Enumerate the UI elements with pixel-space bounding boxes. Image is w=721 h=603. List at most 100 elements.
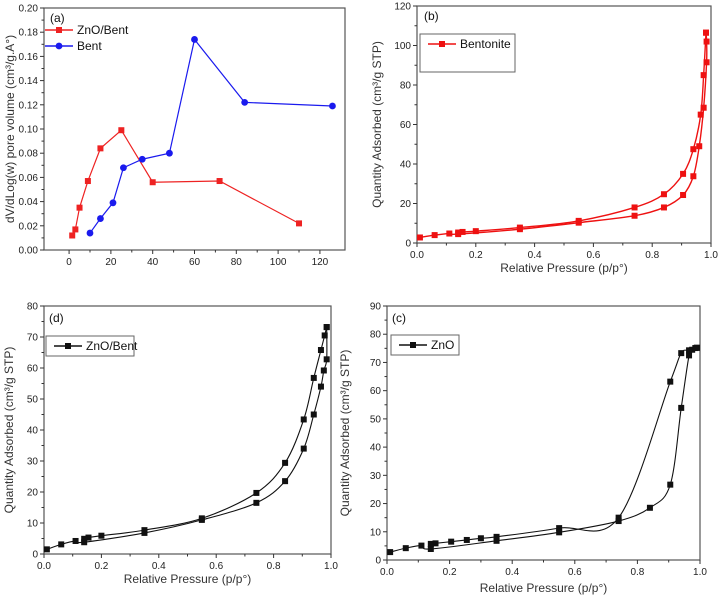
panel-tag: (a) [50,11,65,25]
data-point [323,324,330,331]
legend-marker [55,42,63,50]
series-line [46,327,328,550]
data-point [693,344,700,351]
chart-panel-d: 0.0 0.2 0.4 0.6 0.8 1.0 0 10 20 30 40 50 60 70 80 Relat… [2,302,338,587]
y-tick-label: 0.06 [19,173,39,184]
data-point [149,179,156,186]
legend-entry-label: Bent [77,39,102,53]
x-tick-label: 0.2 [443,567,457,578]
data-point [700,104,707,111]
data-point [667,481,674,488]
data-point [402,545,409,552]
data-point [72,226,79,233]
x-tick-label: 0.0 [410,250,424,261]
data-point [310,374,317,381]
y-tick-label: 10 [27,519,39,530]
data-point [646,504,653,511]
x-tick-label: 0 [66,257,72,268]
data-point [432,540,439,547]
series-line [84,326,328,540]
legend: ZnO/Bent [45,335,138,357]
y-tick-label: 60 [27,364,39,375]
data-point [86,229,94,237]
chart-panel-a: 0 20 40 60 80 100 120 0.00 0.02 0.04 0.06 0.08 0.10 0… [3,4,346,268]
data-point [427,545,434,552]
y-tick-label: 10 [370,527,382,538]
y-tick-label: 0 [375,556,381,567]
panel-tag: (b) [424,9,439,23]
y-tick-label: 30 [370,471,382,482]
data-point [431,232,438,239]
legend-marker [65,343,71,349]
data-point [97,145,104,152]
data-point [660,191,667,198]
data-point [191,36,198,43]
data-point [556,529,563,536]
legend-marker [410,342,416,348]
data-point [387,549,394,556]
data-point [241,98,249,106]
data-point [317,347,324,354]
x-axis-label: Relative Pressure (p/p°) [500,261,628,275]
series-zno-bent-adsorption [43,324,330,553]
data-point [459,228,466,235]
data-point [686,347,693,354]
data-point [493,537,500,544]
y-tick-label: 0.08 [19,149,39,160]
legend-entry-label: ZnO/Bent [77,23,129,37]
data-point [516,224,523,231]
x-tick-label: 0.2 [469,250,483,261]
y-tick-label: 0.16 [19,52,39,63]
data-point [477,535,484,542]
data-point [700,72,707,79]
y-tick-label: 60 [370,386,382,397]
x-tick-label: 40 [147,257,159,268]
data-point [120,164,127,172]
y-tick-label: 30 [27,457,39,468]
data-point [118,127,125,134]
x-tick-label: 0.8 [267,561,281,572]
data-point [76,204,83,211]
legend-entry-label: Bentonite [460,37,511,51]
data-point [282,459,289,466]
y-tick-label: 0.02 [19,221,39,232]
data-point [43,546,50,553]
chart-panel-c: 0.0 0.2 0.4 0.6 0.8 1.0 0 10 20 30 40 50 60 70 80 90 Rel… [338,302,707,596]
x-tick-label: 1.0 [704,250,718,261]
data-point [703,38,710,45]
data-point [696,143,703,150]
legend-marker [439,41,445,47]
y-tick-label: 40 [370,443,382,454]
x-tick-label: 0.4 [528,250,542,261]
data-point [84,178,91,185]
y-axis-label: Quantity Adsorbed (cm³/g STP) [338,350,352,517]
x-tick-label: 0.0 [37,561,51,572]
series-line [89,38,333,234]
series-zno-bent [69,127,303,239]
data-point [72,537,79,544]
x-tick-label: 0.6 [568,567,582,578]
data-point [138,155,146,163]
x-tick-label: 0.6 [209,561,223,572]
x-tick-label: 1.0 [324,561,338,572]
data-point [98,532,105,539]
data-point [58,541,65,548]
x-tick-label: 80 [231,257,243,268]
panel-tag: (c) [392,311,406,325]
legend-entry-label: ZnO [431,338,454,352]
x-tick-label: 0.8 [645,250,659,261]
legend-marker [56,27,62,33]
y-axis-label: Quantity Adsorbed (cm³/g STP) [370,41,384,208]
data-point [697,111,704,118]
data-point [300,445,307,452]
series-bentonite-desorption [455,29,710,236]
data-point [575,217,582,224]
data-point [253,499,260,506]
y-tick-label: 90 [370,302,382,313]
data-point [97,215,104,222]
legend-box [419,33,516,73]
data-point [455,229,462,236]
x-axis-label: Relative Pressure (p/p°) [124,572,252,586]
data-point [680,170,687,177]
data-point [296,220,303,227]
